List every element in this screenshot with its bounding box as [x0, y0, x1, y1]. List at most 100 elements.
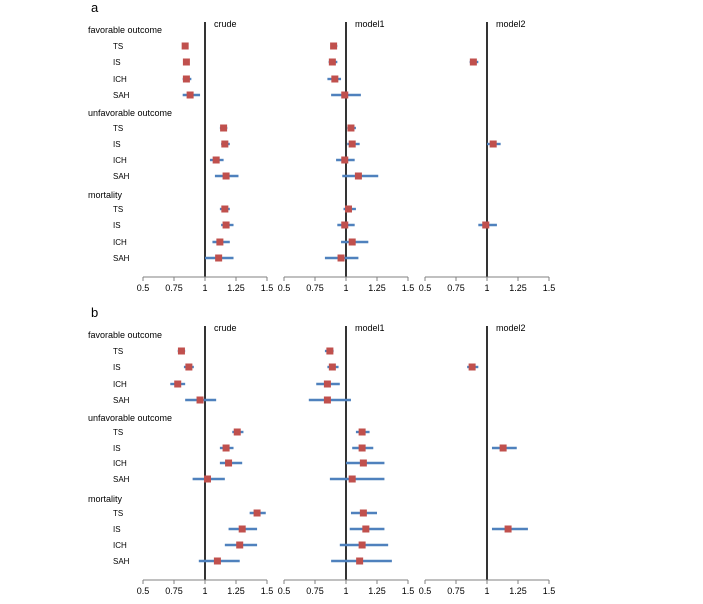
estimate-marker — [238, 525, 246, 533]
model-column-model1: model1 0.5 0.75 1 1.25 1.5 — [278, 323, 415, 596]
estimate-marker — [323, 396, 331, 404]
group-label: unfavorable outcome — [88, 108, 172, 118]
estimate-marker — [216, 238, 224, 246]
row-label: TS — [113, 205, 123, 214]
estimate-marker — [185, 363, 193, 371]
row-label: ICH — [113, 238, 127, 247]
estimate-marker — [469, 58, 477, 66]
estimate-marker — [181, 42, 189, 50]
tick-label: 0.75 — [447, 283, 465, 293]
estimate-marker — [196, 396, 204, 404]
estimate-marker — [354, 172, 362, 180]
panel-label: a — [91, 0, 99, 15]
tick-label: 1.5 — [261, 586, 274, 596]
tick-label: 0.5 — [278, 586, 291, 596]
tick-label: 1 — [202, 586, 207, 596]
model-column-model1: model1 0.5 0.75 1 1.25 1.5 — [278, 19, 415, 293]
row-label: SAH — [113, 396, 130, 405]
estimate-marker — [358, 541, 366, 549]
tick-label: 0.5 — [278, 283, 291, 293]
tick-label: 1 — [343, 586, 348, 596]
tick-label: 1 — [484, 283, 489, 293]
row-label: IS — [113, 363, 121, 372]
tick-label: 1.5 — [261, 283, 274, 293]
estimate-marker — [359, 509, 367, 517]
estimate-marker — [222, 172, 230, 180]
model-column-crude: crude 0.5 0.75 1 1.25 1.5 — [137, 19, 274, 293]
row-label: IS — [113, 140, 121, 149]
tick-label: 0.5 — [419, 586, 432, 596]
estimate-marker — [203, 475, 211, 483]
estimate-marker — [222, 444, 230, 452]
estimate-marker — [253, 509, 261, 517]
estimate-marker — [468, 363, 476, 371]
estimate-marker — [482, 221, 490, 229]
model-column-model2: model2 0.5 0.75 1 1.25 1.5 — [419, 19, 556, 293]
estimate-marker — [499, 444, 507, 452]
panel-a: a favorable outcome TS IS ICH SAH unfavorable … — [88, 0, 555, 293]
estimate-marker — [213, 557, 221, 565]
tick-label: 0.75 — [165, 283, 183, 293]
group-label: favorable outcome — [88, 330, 162, 340]
row-label: TS — [113, 42, 123, 51]
row-label: ICH — [113, 75, 127, 84]
estimate-marker — [236, 541, 244, 549]
estimate-marker — [331, 75, 339, 83]
tick-label: 1.25 — [509, 586, 527, 596]
tick-label: 0.75 — [165, 586, 183, 596]
estimate-marker — [177, 347, 185, 355]
estimate-marker — [504, 525, 512, 533]
estimate-marker — [186, 91, 194, 99]
tick-label: 0.75 — [306, 283, 324, 293]
estimate-marker — [215, 254, 223, 262]
estimate-marker — [221, 205, 229, 213]
estimate-marker — [341, 91, 349, 99]
model-column-crude: crude 0.5 0.75 1 1.25 1.5 — [137, 323, 274, 596]
estimate-marker — [222, 221, 230, 229]
row-label: ICH — [113, 380, 127, 389]
row-label: IS — [113, 58, 121, 67]
tick-label: 1.5 — [543, 586, 556, 596]
tick-label: 1.25 — [368, 283, 386, 293]
estimate-marker — [225, 459, 233, 467]
panel-label: b — [91, 305, 98, 320]
row-label: TS — [113, 509, 123, 518]
estimate-marker — [358, 444, 366, 452]
group-label: mortality — [88, 190, 123, 200]
estimate-marker — [359, 459, 367, 467]
row-label: ICH — [113, 459, 127, 468]
estimate-marker — [362, 525, 370, 533]
tick-label: 0.75 — [306, 586, 324, 596]
tick-label: 0.5 — [137, 586, 150, 596]
row-label: ICH — [113, 541, 127, 550]
tick-label: 1.5 — [402, 586, 415, 596]
estimate-marker — [337, 254, 345, 262]
row-label: TS — [113, 347, 123, 356]
row-label: TS — [113, 124, 123, 133]
tick-label: 0.5 — [137, 283, 150, 293]
row-label: TS — [113, 428, 123, 437]
model-title: crude — [214, 323, 237, 333]
estimate-marker — [326, 347, 334, 355]
row-label: IS — [113, 525, 121, 534]
model-title: model1 — [355, 323, 385, 333]
tick-label: 1.5 — [402, 283, 415, 293]
model-title: model2 — [496, 323, 526, 333]
estimate-marker — [358, 428, 366, 436]
estimate-marker — [182, 58, 190, 66]
model-title: model2 — [496, 19, 526, 29]
estimate-marker — [233, 428, 241, 436]
group-label: favorable outcome — [88, 25, 162, 35]
tick-label: 1.25 — [227, 586, 245, 596]
row-label: SAH — [113, 172, 130, 181]
group-label: unfavorable outcome — [88, 413, 172, 423]
estimate-marker — [212, 156, 220, 164]
tick-label: 1.25 — [509, 283, 527, 293]
estimate-marker — [330, 42, 338, 50]
tick-label: 1 — [202, 283, 207, 293]
tick-label: 1 — [484, 586, 489, 596]
estimate-marker — [220, 124, 228, 132]
row-label: SAH — [113, 254, 130, 263]
row-label: SAH — [113, 91, 130, 100]
